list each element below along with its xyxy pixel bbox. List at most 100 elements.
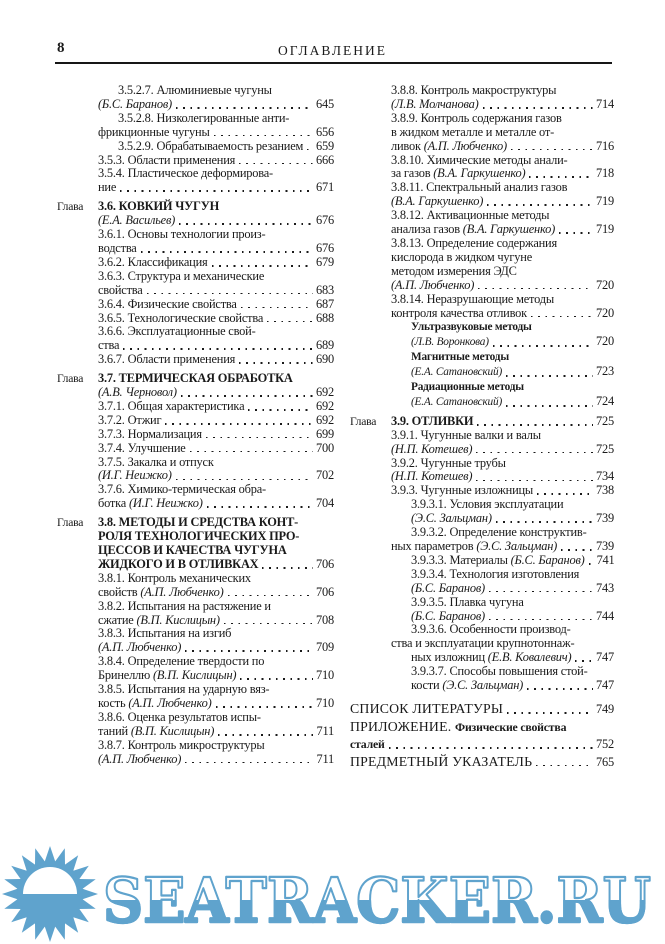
toc-line: 3.8.10. Химические методы анали- <box>350 152 614 168</box>
page-ref: 692 <box>316 398 334 413</box>
toc-line: Ультразвуковые методы <box>350 320 614 335</box>
text-segment: 3.9.3.6. Особенности производ- <box>411 622 571 637</box>
text-segment: 3.6.3. Структура и механические <box>98 268 265 283</box>
page-ref: 656 <box>316 124 334 139</box>
toc-line: (Е.А. Сатановский) 723 <box>350 364 614 380</box>
toc-entry-text: (Н.П. Котешев) <box>391 470 472 484</box>
text-segment: (Н.П. Котешев) <box>391 469 473 484</box>
toc-line: (А.П. Любченко) 709 <box>57 640 334 655</box>
watermark-text: SEATRACKER.RU <box>103 900 651 937</box>
dot-leader <box>165 422 313 425</box>
text-segment: СПИСОК ЛИТЕРАТУРЫ <box>350 700 504 716</box>
toc-entry-text: 3.5.4. Пластическое деформирова- <box>98 166 273 181</box>
page-ref: 725 <box>596 413 614 428</box>
toc-entry-text: кости (Э.С. Зальцман) <box>411 678 523 693</box>
text-segment: 3.5.2.7. Алюминиевые чугуны <box>118 83 272 97</box>
text-segment: 3.8.12. Активационные методы <box>391 208 550 223</box>
toc-line: ЦЕССОВ И КАЧЕСТВА ЧУГУНА <box>57 543 334 558</box>
toc-line: 3.9.3.7. Способы повышения стой- <box>350 664 614 679</box>
toc-entry-text: (Е.А. Сатановский) <box>411 395 502 410</box>
toc-entry-text: 3.9.2. Чугунные трубы <box>391 456 506 471</box>
toc-line: 3.8.9. Контроль содержания газов <box>350 111 614 126</box>
dot-leader <box>531 315 593 318</box>
text-segment: 3.6.7. Области применения <box>98 352 236 367</box>
text-segment: 3.8.14. Неразрушающие методы <box>391 291 554 306</box>
toc-entry-text: ЖИДКОГО И В ОТЛИВКАХ <box>98 557 259 572</box>
page-ref: 659 <box>316 138 334 153</box>
toc-entry-text: 3.8.13. Определение содержания <box>391 236 557 251</box>
text-segment: в жидком металле и металле от- <box>391 124 554 139</box>
toc-entry-text: 3.7.3. Нормализация <box>98 427 202 442</box>
page-ref: 718 <box>596 166 614 181</box>
text-segment: Магнитные методы <box>411 351 509 364</box>
text-segment: 3.8.7. Контроль микроструктуры <box>98 737 265 752</box>
page-ref: 702 <box>316 468 334 483</box>
dot-leader <box>537 493 593 496</box>
toc-line: (А.В. Черновол) 692 <box>57 385 334 400</box>
text-segment: ливок <box>391 138 424 153</box>
page-ref: 714 <box>596 96 614 111</box>
text-segment: свойств <box>98 584 141 599</box>
text-segment: таний <box>98 723 131 738</box>
dot-leader <box>482 106 593 109</box>
page-ref: 671 <box>316 180 334 195</box>
toc-entry-text: 3.8. МЕТОДЫ И СРЕДСТВА КОНТ- <box>98 515 298 530</box>
toc-line: фрикционные чугуны 656 <box>57 124 334 140</box>
text-segment: 3.7.1. Общая характеристика <box>98 398 245 413</box>
toc-entry-text: водства <box>98 241 137 256</box>
page-ref: 744 <box>596 608 614 623</box>
dot-leader <box>189 450 313 453</box>
page-ref: 739 <box>596 511 614 526</box>
toc-line: 3.8.2. Испытания на растяжение и <box>57 599 334 614</box>
toc-entry-text: 3.9.3.4. Технология изготовления <box>411 567 579 582</box>
toc-line: 3.6.7. Области применения 690 <box>57 352 334 367</box>
toc-entry-text: 3.5.3. Области применения <box>98 153 235 168</box>
toc-line: 3.9.3.6. Особенности производ- <box>350 622 614 637</box>
toc-line: ных изложниц (Е.В. Ковалевич) 747 <box>350 650 614 665</box>
dot-leader <box>175 478 313 481</box>
toc-line: 3.6.2. Классификация 679 <box>57 255 334 270</box>
page-ref: 734 <box>596 469 614 484</box>
toc-line: Глава 3.6. КОВКИЙ ЧУГУН <box>57 199 334 214</box>
toc-entry-text: свойств (А.П. Любченко) <box>98 584 224 600</box>
toc-entry-text: ПРИЛОЖЕНИЕ. Физические свойства <box>350 719 566 735</box>
text-segment: 3.7. ТЕРМИЧЕСКАЯ ОБРАБОТКА <box>98 371 293 386</box>
toc-line: (Е.А. Сатановский) 724 <box>350 394 614 410</box>
toc-line: (Н.П. Котешев) 725 <box>350 442 614 457</box>
page-ref: 688 <box>316 310 334 325</box>
dot-leader <box>495 521 593 523</box>
page-ref: 710 <box>316 668 334 683</box>
page-ref: 666 <box>316 152 334 167</box>
toc-line: (И.Г. Неижко) 702 <box>57 469 334 483</box>
toc-line: за газов (В.А. Гаркушенко) 718 <box>350 166 614 181</box>
text-segment: анализа газов <box>391 222 463 237</box>
toc-line: ПРИЛОЖЕНИЕ. Физические свойства <box>350 719 614 735</box>
toc-line: 3.8.7. Контроль микроструктуры <box>57 737 334 753</box>
text-segment: 3.7.2. Отжиг <box>98 412 162 427</box>
text-segment: (Э.С. Зальцман) <box>476 539 558 553</box>
text-segment: кости <box>411 678 443 693</box>
toc-line: 3.8.5. Испытания на ударную вяз- <box>57 682 334 697</box>
text-segment: кислорода в жидком чугуне <box>391 249 533 264</box>
text-segment: 3.8.10. Химические методы анали- <box>391 152 568 167</box>
dot-leader <box>510 148 593 151</box>
page-ref: 719 <box>596 194 614 209</box>
text-segment: (А.В. Черновол) <box>98 385 177 400</box>
toc-entry-text: (Л.В. Воронкова) <box>411 335 489 350</box>
toc-entry-text: (Е.А. Сатановский) <box>411 365 502 380</box>
toc-line: (А.П. Любченко) 720 <box>350 278 614 293</box>
text-segment: (Э.С. Зальцман) <box>411 511 492 526</box>
toc-entry-text: 3.9.1. Чугунные валки и валы <box>391 428 541 443</box>
toc-entry-text: 3.9.3.6. Особенности производ- <box>411 622 571 637</box>
page-ref: 689 <box>316 338 334 353</box>
toc-line: СПИСОК ЛИТЕРАТУРЫ 749 <box>350 702 614 717</box>
toc-line: 3.5.2.9. Обрабатываемость резанием 659 <box>57 138 334 154</box>
page-ref: 711 <box>316 723 334 738</box>
toc-line: 3.9.3. Чугунные изложницы 738 <box>350 483 614 498</box>
page-ref: 708 <box>316 612 334 627</box>
text-segment: (И.Г. Неижко) <box>128 496 203 511</box>
toc-entry-text: (И.Г. Неижко) <box>98 469 172 483</box>
text-segment: 3.9.3.7. Способы повышения стой- <box>411 664 588 679</box>
text-segment: (Б.С. Баранов) <box>411 580 485 595</box>
toc-line: 3.8.6. Оценка результатов испы- <box>57 710 334 725</box>
